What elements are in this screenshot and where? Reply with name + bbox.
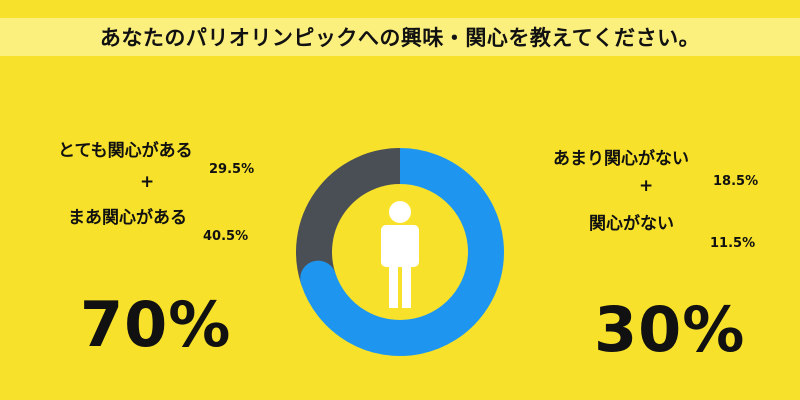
chart-title: あなたのパリオリンピックへの興味・関心を教えてください。 bbox=[99, 26, 701, 50]
value-label-very-interested: 29.5% bbox=[209, 162, 255, 177]
plus-sign-right: + bbox=[639, 176, 654, 196]
plus-sign-left: + bbox=[140, 172, 155, 192]
value-label-not-very-interested: 18.5% bbox=[713, 174, 759, 189]
donut-segment-cap bbox=[300, 260, 337, 297]
category-label-very-interested: とても関心がある bbox=[58, 141, 193, 161]
category-label-not-very-interested: あまり関心がない bbox=[553, 149, 689, 169]
person-icon bbox=[381, 201, 419, 308]
total-interested-label: 70% bbox=[80, 288, 232, 361]
total-not-interested-label: 30% bbox=[594, 293, 746, 366]
value-label-not-interested: 11.5% bbox=[710, 236, 756, 251]
title-bar: あなたのパリオリンピックへの興味・関心を教えてください。 bbox=[0, 18, 800, 56]
category-label-not-interested: 関心がない bbox=[589, 214, 674, 234]
category-label-somewhat-interested: まあ関心がある bbox=[68, 208, 187, 228]
value-label-somewhat-interested: 40.5% bbox=[203, 229, 249, 244]
donut-segment-interested bbox=[301, 148, 504, 356]
donut-segment-not-interested bbox=[296, 148, 401, 285]
